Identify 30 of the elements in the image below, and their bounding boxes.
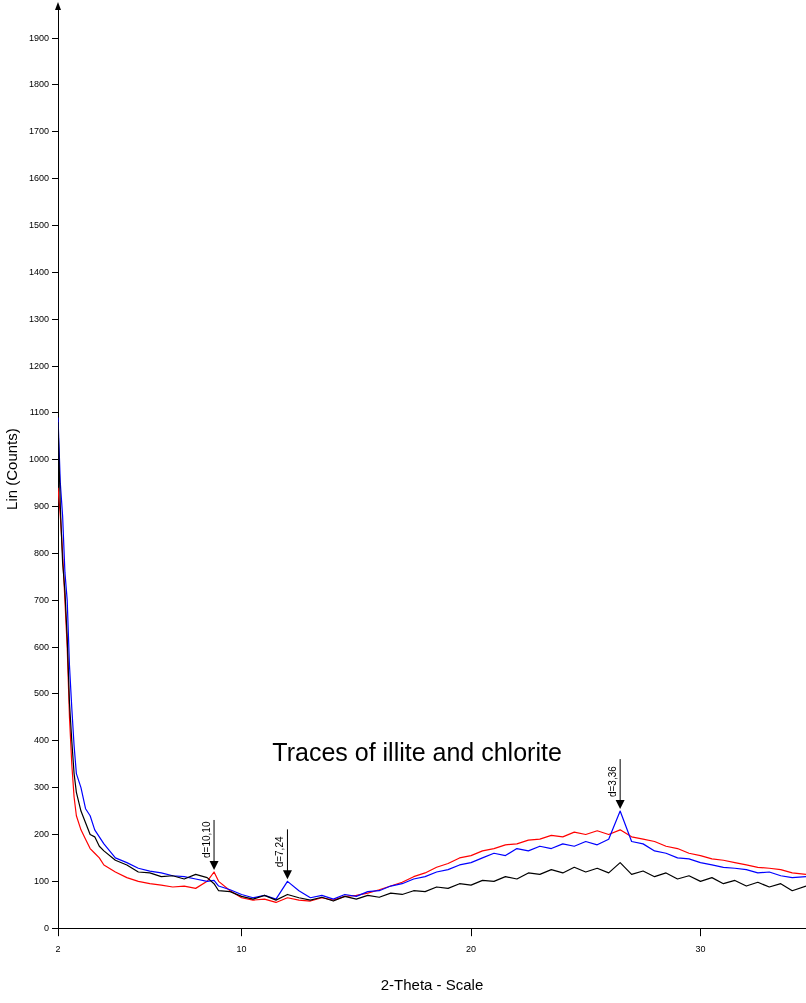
x-axis-title: 2-Theta - Scale [380, 976, 484, 994]
y-tick-label: 700 [33, 594, 50, 605]
x-tick-label: 10 [236, 944, 247, 955]
y-tick-label: 800 [33, 547, 50, 558]
y-tick-label: 1600 [28, 173, 50, 184]
y-tick-label: 1500 [28, 219, 50, 230]
annotation: d=3,36 [606, 765, 618, 798]
annotation: d=10,10 [200, 821, 212, 858]
y-tick-label: 1300 [28, 313, 50, 324]
y-tick-label: 0 [44, 922, 50, 933]
y-tick-label: 300 [33, 782, 50, 793]
y-tick-label: 1200 [28, 360, 50, 371]
y-tick-label: 1100 [29, 407, 50, 418]
y-tick-label: 1800 [28, 79, 50, 90]
y-tick-label: 400 [33, 735, 50, 746]
y-tick-label: 1700 [28, 126, 50, 137]
x-tick-label: 30 [695, 944, 706, 955]
y-tick-label: 1900 [28, 32, 50, 43]
x-tick-label: 2 [55, 944, 61, 955]
y-tick-label: 600 [33, 641, 50, 652]
y-tick-label: 900 [33, 501, 50, 512]
y-axis-title: Lin (Counts) [3, 428, 21, 510]
y-tick-label: 500 [33, 688, 50, 699]
y-tick-label: 100 [33, 875, 50, 886]
y-tick-label: 200 [33, 828, 50, 839]
annotation: d=7,24 [274, 836, 286, 868]
y-tick-label: 1000 [28, 454, 50, 465]
x-tick-label: 20 [466, 944, 477, 955]
y-tick-label: 1400 [28, 266, 50, 277]
annotation: Traces of illite and chlorite [272, 737, 562, 766]
